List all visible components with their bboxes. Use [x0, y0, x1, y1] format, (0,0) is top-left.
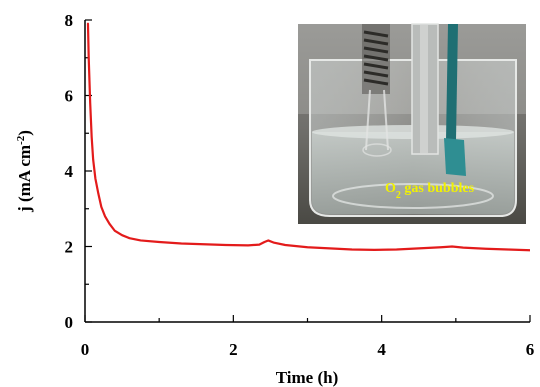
coil-electrode — [362, 24, 392, 157]
y-tick-label: 6 — [65, 87, 74, 106]
photo-annotation-main: O — [385, 181, 396, 196]
reference-electrode — [411, 23, 439, 155]
x-axis-title: Time (h) — [276, 368, 339, 387]
ticks — [84, 19, 531, 323]
photo-annotation-rest: gas bubbles — [401, 181, 475, 196]
y-tick-label: 4 — [65, 162, 74, 181]
x-tick-label: 2 — [229, 340, 238, 359]
beaker-bottom-ring — [332, 183, 494, 209]
x-tick-label: 0 — [81, 340, 90, 359]
y-tick-label: 8 — [65, 11, 74, 30]
inset-photo: O2 gas bubbles — [298, 23, 526, 224]
y-tick-label: 2 — [65, 238, 74, 257]
tick-labels: 0 2 4 6 0 2 4 6 8 — [65, 11, 535, 359]
y-axis-title: j (mA cm-2) — [15, 130, 34, 213]
y-axis-title-end: ) — [15, 130, 34, 136]
y-tick-label: 0 — [65, 313, 74, 332]
x-tick-label: 4 — [377, 340, 386, 359]
y-axis-title-main: j (mA cm — [15, 145, 34, 213]
photo-annotation-sub: 2 — [396, 190, 401, 201]
x-tick-label: 6 — [526, 340, 535, 359]
photo-annotation: O2 gas bubbles — [385, 181, 475, 201]
working-electrode — [444, 24, 466, 176]
series-line — [86, 22, 530, 252]
y-axis-title-sup: -2 — [15, 135, 27, 145]
